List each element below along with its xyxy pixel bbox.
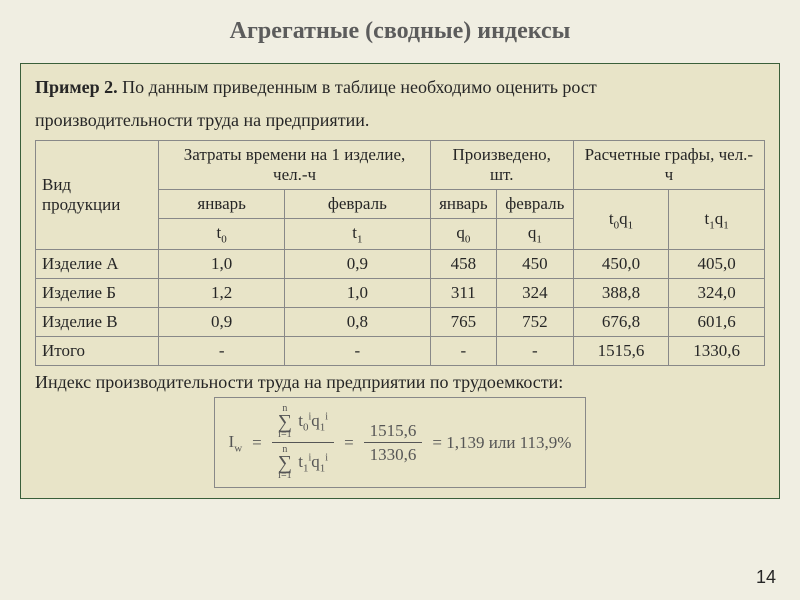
col-feb-q: февраль (496, 190, 573, 219)
table-row: Изделие В 0,90,8 765752 676,8601,6 (36, 308, 765, 337)
col-calc-group: Расчетные графы, чел.- ч (573, 141, 764, 190)
col-t1q1: t1q1 (669, 190, 765, 250)
col-q1: q1 (496, 219, 573, 250)
table-row-total: Итого -- -- 1515,61330,6 (36, 337, 765, 366)
example-line-2: производительности труда на предприятии. (35, 107, 765, 134)
table-row: Изделие Б 1,21,0 311324 388,8324,0 (36, 279, 765, 308)
col-feb-t: февраль (284, 190, 430, 219)
page-title: Агрегатные (сводные) индексы (0, 0, 800, 55)
example-line-1: Пример 2. По данным приведенным в таблиц… (35, 74, 765, 101)
col-t0q1: t0q1 (573, 190, 669, 250)
col-time-group: Затраты времени на 1 изделие, чел.-ч (159, 141, 430, 190)
example-text-1: По данным приведенным в таблице необходи… (118, 77, 597, 97)
equals-sign: = (252, 433, 262, 453)
col-jan-q: январь (430, 190, 496, 219)
formula-lhs: Iw (229, 432, 243, 454)
data-table: Вид продукции Затраты времени на 1 издел… (35, 140, 765, 366)
formula-result: = 1,139 или 113,9% (432, 433, 571, 453)
formula-container: Iw = n∑i=1 t0iq1i n∑i=1 t1iq1i = 1515,6 (35, 397, 765, 488)
formula-box: Iw = n∑i=1 t0iq1i n∑i=1 t1iq1i = 1515,6 (214, 397, 587, 488)
col-jan-t: январь (159, 190, 285, 219)
table-header-row-1: Вид продукции Затраты времени на 1 издел… (36, 141, 765, 190)
col-product: Вид продукции (36, 141, 159, 250)
formula: Iw = n∑i=1 t0iq1i n∑i=1 t1iq1i = 1515,6 (229, 404, 572, 481)
example-label: Пример 2. (35, 77, 118, 97)
col-q0: q0 (430, 219, 496, 250)
content-panel: Пример 2. По данным приведенным в таблиц… (20, 63, 780, 499)
col-produced-group: Произведено, шт. (430, 141, 573, 190)
col-t1: t1 (284, 219, 430, 250)
col-t0: t0 (159, 219, 285, 250)
page-number: 14 (756, 567, 776, 588)
index-caption: Индекс производительности труда на предп… (35, 372, 765, 393)
formula-fraction-numeric: 1515,6 1330,6 (364, 421, 423, 465)
equals-sign: = (344, 433, 354, 453)
table-row: Изделие А 1,00,9 458450 450,0405,0 (36, 250, 765, 279)
formula-fraction-symbolic: n∑i=1 t0iq1i n∑i=1 t1iq1i (272, 404, 334, 481)
